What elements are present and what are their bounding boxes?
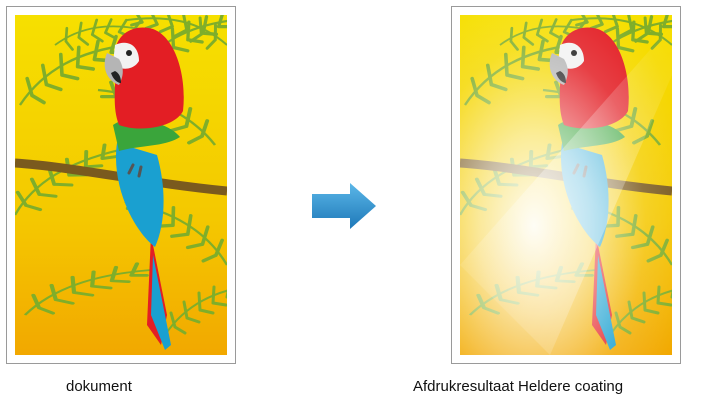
parrot-scene <box>15 15 227 355</box>
original-caption: dokument <box>66 378 132 395</box>
result-caption: Afdrukresultaat Heldere coating <box>413 378 624 395</box>
right-arrow-icon <box>312 183 376 229</box>
parrot-illustration-coated <box>460 15 672 355</box>
gloss-streak <box>460 25 672 355</box>
result-document-frame <box>451 6 681 364</box>
parrot-illustration <box>15 15 227 355</box>
original-document-frame <box>6 6 236 364</box>
